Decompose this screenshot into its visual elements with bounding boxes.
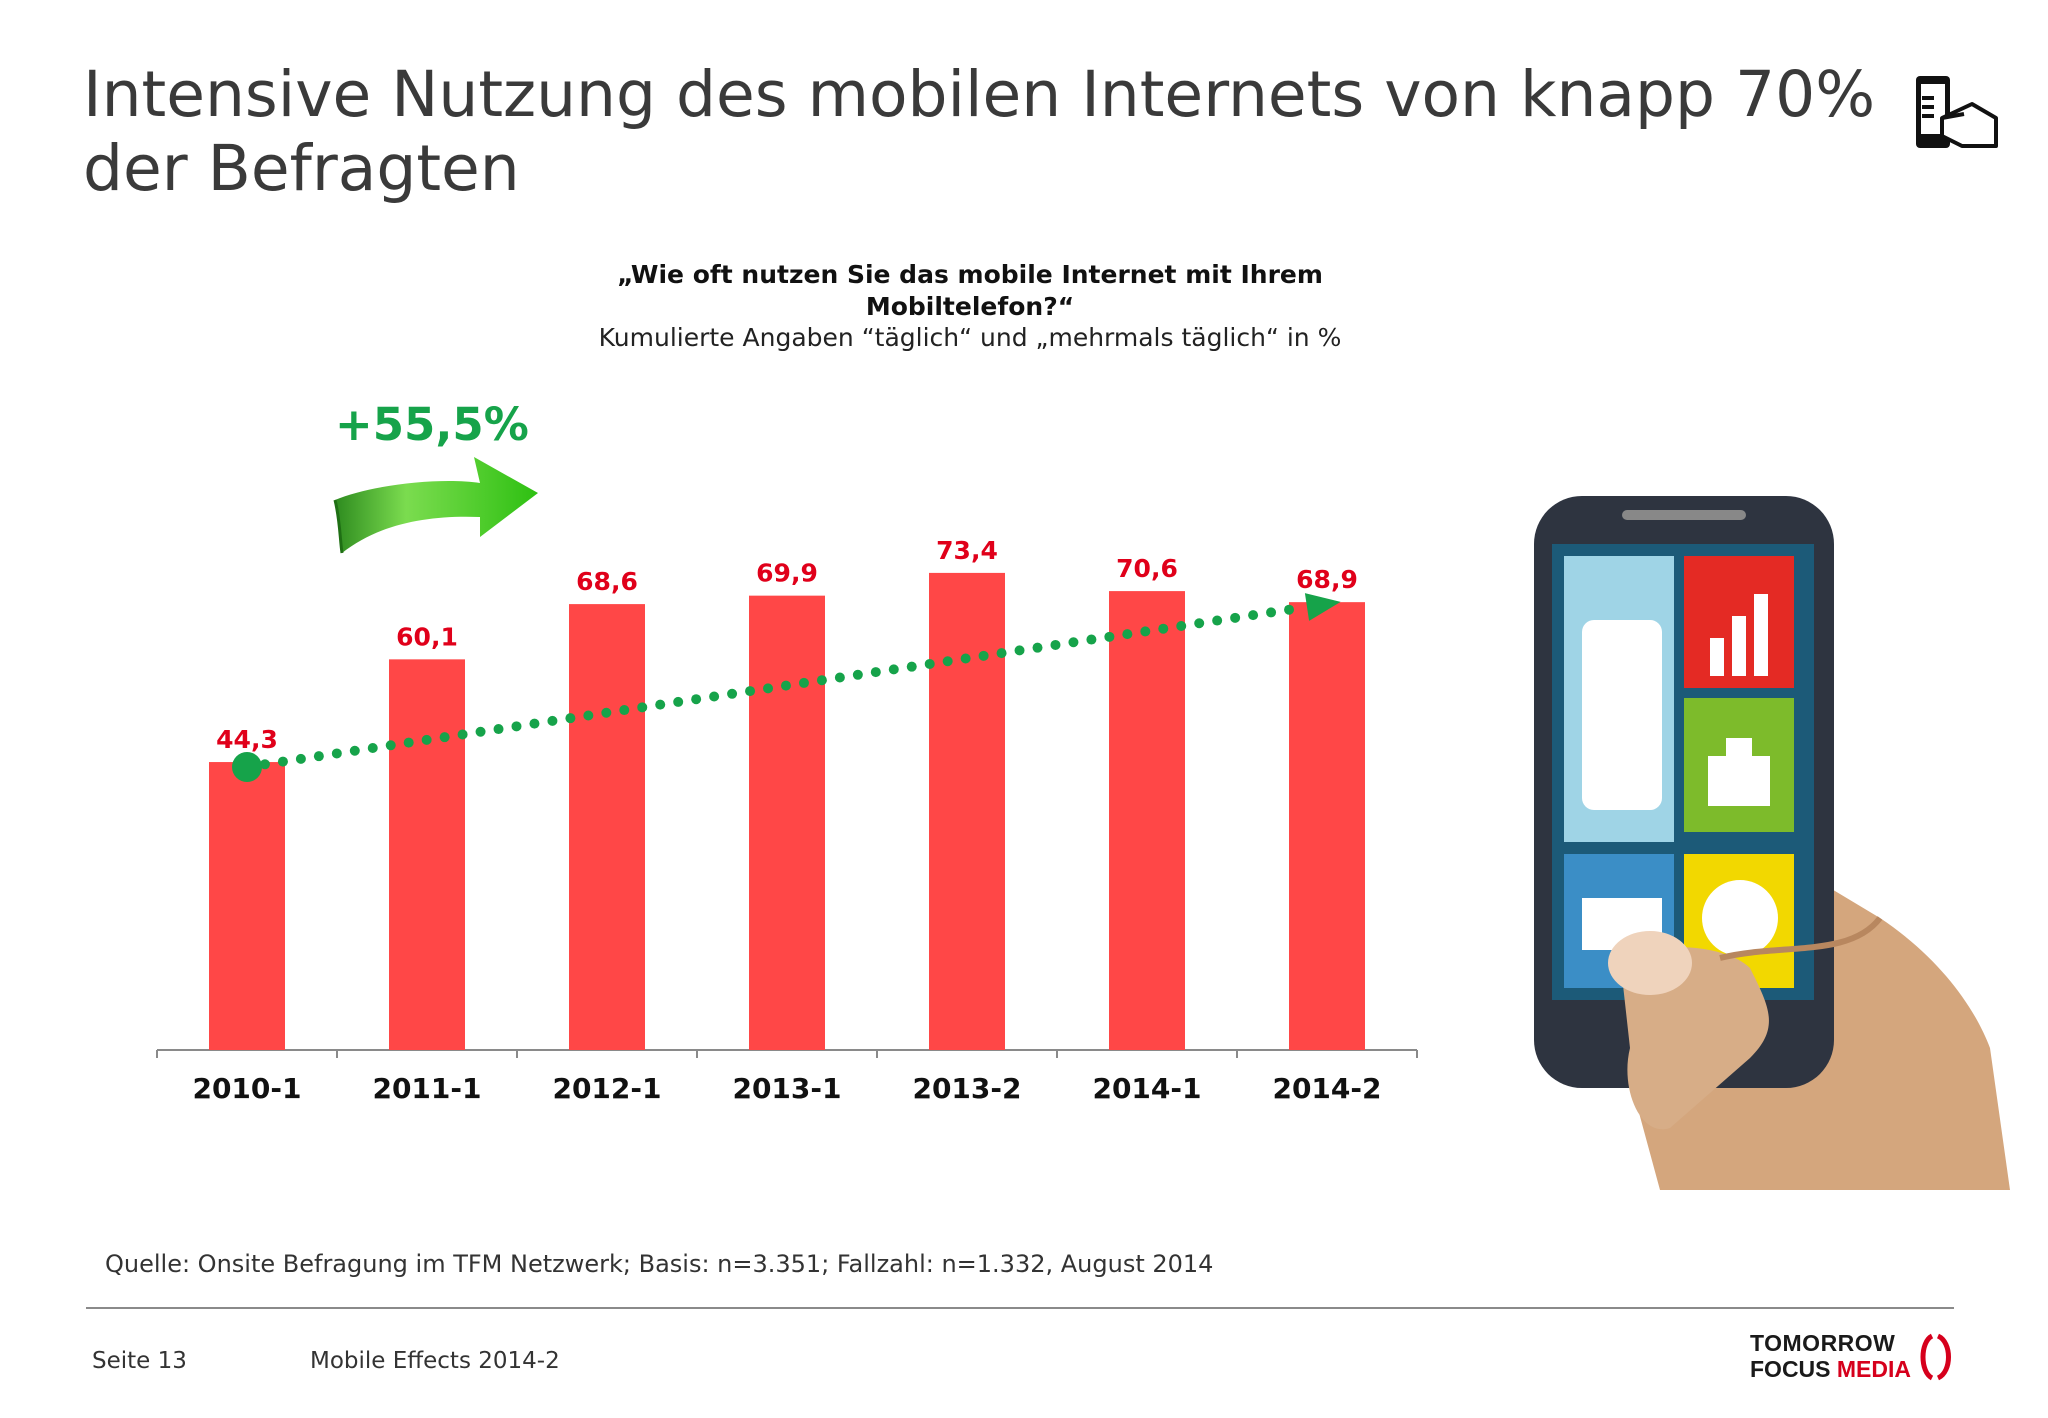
trend-dot: [493, 724, 504, 735]
survey-question: „Wie oft nutzen Sie das mobile Internet …: [617, 260, 1323, 321]
logo-focus: FOCUS: [1750, 1356, 1837, 1382]
value-label-2013-2: 73,4: [936, 536, 998, 565]
trend-dot: [529, 718, 540, 729]
trend-dot: [1050, 639, 1061, 650]
trend-dot: [978, 650, 989, 661]
bar-2011-1: [389, 659, 465, 1050]
x-tick-label-2012-1: 2012-1: [552, 1072, 661, 1105]
trend-dot: [259, 759, 270, 770]
trend-dot: [1158, 623, 1169, 634]
trend-dot: [1122, 629, 1133, 640]
trend-dot: [763, 683, 774, 694]
trend-dot: [960, 653, 971, 664]
value-label-2014-1: 70,6: [1116, 554, 1178, 583]
growth-label: +55,5%: [335, 398, 529, 451]
source-note: Quelle: Onsite Befragung im TFM Netzwerk…: [105, 1250, 1214, 1278]
trend-dot: [816, 675, 827, 686]
trend-dot: [1014, 645, 1025, 656]
bar-2014-2: [1289, 602, 1365, 1050]
trend-dot: [655, 699, 666, 710]
x-tick-label-2011-1: 2011-1: [372, 1072, 481, 1105]
logo-line-1: TOMORROW: [1750, 1330, 1896, 1356]
trend-dot: [888, 664, 899, 675]
trend-dot: [457, 729, 468, 740]
trend-dot: [637, 702, 648, 713]
trend-dot: [727, 688, 738, 699]
trend-dot: [619, 705, 630, 716]
trend-dot: [1266, 607, 1277, 618]
trend-dot: [1194, 618, 1205, 629]
value-label-2011-1: 60,1: [396, 622, 458, 651]
trend-dot: [709, 691, 720, 702]
value-label-2014-2: 68,9: [1296, 565, 1358, 594]
trend-dot: [403, 737, 414, 748]
x-tick-label-2013-1: 2013-1: [732, 1072, 841, 1105]
trend-dot: [1176, 620, 1187, 631]
trend-dot: [906, 661, 917, 672]
x-tick-label-2014-2: 2014-2: [1272, 1072, 1381, 1105]
trend-dot: [1248, 610, 1259, 621]
page-number: Seite 13: [92, 1348, 187, 1374]
bar-2013-1: [749, 595, 825, 1050]
trend-dot: [870, 667, 881, 678]
trend-dot: [295, 753, 306, 764]
bar-2010-1: [209, 762, 285, 1050]
value-label-2012-1: 68,6: [576, 567, 638, 596]
trend-dot: [745, 686, 756, 697]
trend-dot: [780, 680, 791, 691]
trend-dot: [1230, 612, 1241, 623]
trend-dot: [691, 694, 702, 705]
trend-dot: [1284, 604, 1295, 615]
chart-subtitle: Kumulierte Angaben “täglich“ und „mehrma…: [598, 323, 1342, 352]
trend-dot: [1140, 626, 1151, 637]
logo-mark-icon: [1920, 1333, 1951, 1381]
growth-arrow-icon: [333, 457, 538, 554]
x-tick-label-2013-2: 2013-2: [912, 1072, 1021, 1105]
hand-holding-phone-illustration: [1534, 496, 2010, 1190]
trend-dot: [439, 732, 450, 743]
trend-dot: [367, 743, 378, 754]
trend-dot: [942, 656, 953, 667]
trend-dot: [277, 756, 288, 767]
trend-dot: [313, 751, 324, 762]
trend-dot: [583, 710, 594, 721]
trend-dot: [1032, 642, 1043, 653]
trend-dot: [852, 669, 863, 680]
trend-dot: [834, 672, 845, 683]
x-tick-label-2010-1: 2010-1: [192, 1072, 301, 1105]
trend-dot: [349, 745, 360, 756]
trend-dot: [475, 726, 486, 737]
x-tick-label-2014-1: 2014-1: [1092, 1072, 1201, 1105]
trend-dot: [511, 721, 522, 732]
trend-dot: [385, 740, 396, 751]
trend-dot: [798, 677, 809, 688]
bar-2013-2: [929, 572, 1005, 1050]
page-title: Intensive Nutzung des mobilen Internets …: [83, 58, 1876, 205]
trend-dot: [421, 734, 432, 745]
trend-arrowhead: [1304, 593, 1341, 621]
footer-divider: [86, 1307, 1954, 1309]
logo-line-2: FOCUS MEDIA: [1750, 1356, 1911, 1383]
trend-dot: [1212, 615, 1223, 626]
trend-dot: [996, 648, 1007, 659]
trend-dot: [1086, 634, 1097, 645]
value-label-2013-1: 69,9: [756, 559, 818, 588]
trend-start-marker: [232, 752, 262, 782]
trend-dot: [1104, 631, 1115, 642]
logo-media: MEDIA: [1836, 1356, 1912, 1382]
bar-2014-1: [1109, 591, 1185, 1050]
company-logo: TOMORROW FOCUS MEDIA: [1750, 1330, 1960, 1386]
bar-chart: 44,3 2010-1 60,1 2011-1 68,6 2012-1 69,9 2013-1…: [156, 536, 1418, 1105]
trend-dot: [1068, 637, 1079, 648]
trend-dot: [601, 707, 612, 718]
value-label-2010-1: 44,3: [216, 725, 278, 754]
trend-dot: [547, 715, 558, 726]
trend-dot: [565, 713, 576, 724]
trend-dot: [331, 748, 342, 759]
bar-2012-1: [569, 604, 645, 1050]
trend-dot: [924, 658, 935, 669]
smartphone-touch-icon: [1916, 76, 1998, 148]
trend-dot: [673, 696, 684, 707]
report-name: Mobile Effects 2014-2: [310, 1348, 560, 1374]
